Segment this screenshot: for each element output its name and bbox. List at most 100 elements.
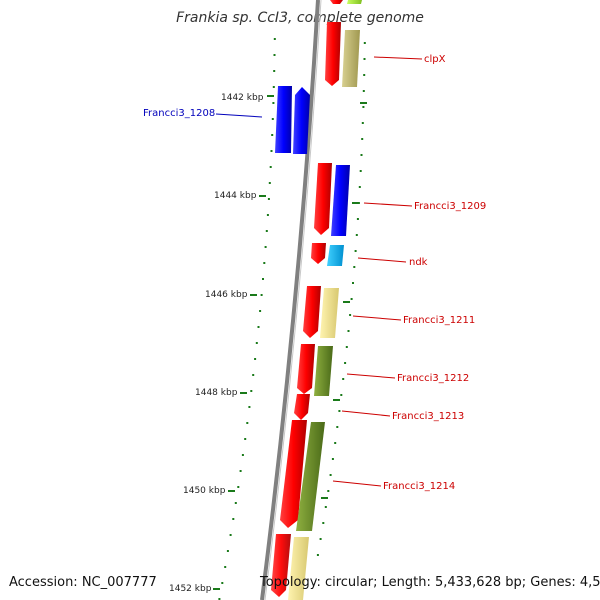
scale-dot <box>234 502 237 504</box>
scale-dot-right <box>345 346 348 348</box>
scale-label-1442: 1442 kbp <box>221 93 264 103</box>
gene-labels: clpX Francci3_1208 Francci3_1209 ndk Fra… <box>143 54 486 492</box>
scale-dot <box>270 150 273 152</box>
gene-label-francci3-1211[interactable]: Francci3_1211 <box>403 315 475 326</box>
scale-dot <box>263 262 266 264</box>
scale-dot <box>273 38 276 40</box>
scale-dot <box>241 454 244 456</box>
scale-dot-right <box>356 218 359 220</box>
scale-dot-right <box>329 474 332 476</box>
gene-clpX[interactable] <box>342 30 360 87</box>
scale-dot <box>239 470 242 472</box>
scale-label-1450: 1450 kbp <box>183 486 226 496</box>
scale-dot <box>232 518 235 520</box>
gene-label-francci3-1212[interactable]: Francci3_1212 <box>397 373 469 384</box>
scale-dot-right <box>342 378 345 380</box>
scale-dot-right <box>331 458 334 460</box>
scale-dot <box>237 486 240 488</box>
accession-text: Accession: NC_007777 <box>9 575 157 590</box>
gene-arrow-red-7[interactable] <box>271 534 291 597</box>
scale-dot <box>226 550 229 552</box>
label-leaders <box>215 56 423 487</box>
gene-arrow-red-6[interactable] <box>280 420 307 528</box>
scale-dot-right <box>363 42 366 44</box>
scale-dot-right <box>362 106 365 108</box>
gene-arrow-red-5[interactable] <box>297 344 315 394</box>
gene-francci3-1209[interactable] <box>331 165 350 236</box>
scale-dot <box>252 374 255 376</box>
scale-dot <box>218 598 221 600</box>
gene-francci3-1211[interactable] <box>320 288 339 338</box>
scale-dot <box>254 358 257 360</box>
scale-label-1448: 1448 kbp <box>195 388 238 398</box>
scale-dot-right <box>352 282 354 284</box>
gene-arrow-red-1[interactable] <box>325 22 341 86</box>
scale-dot-right <box>344 362 347 364</box>
scale-dot <box>250 390 253 392</box>
gene-francci3-1214[interactable] <box>296 422 325 531</box>
scale-labels: 1442 kbp 1444 kbp 1446 kbp 1448 kbp 1450… <box>169 93 264 594</box>
scale-dot-right <box>353 266 356 268</box>
scale-dot-right <box>336 426 339 428</box>
scale-dot-right <box>322 522 325 524</box>
scale-dot <box>267 198 270 200</box>
scale-ticks-right <box>316 42 366 556</box>
gene-arrow-pale-bottom[interactable] <box>288 537 309 600</box>
gene-arrow-red-3[interactable] <box>311 243 326 264</box>
gene-label-francci3-1208[interactable]: Francci3_1208 <box>143 108 215 119</box>
scale-dot-right <box>338 410 341 412</box>
scale-dot <box>221 582 224 584</box>
scale-dot-right <box>350 298 353 300</box>
scale-dot-right <box>327 490 330 492</box>
scale-dot <box>265 230 268 232</box>
scale-ticks <box>218 38 276 600</box>
gene-label-francci3-1214[interactable]: Francci3_1214 <box>383 481 455 492</box>
scale-dot <box>273 54 276 56</box>
gene-arrow-red-4[interactable] <box>303 286 321 338</box>
scale-dot-right <box>355 234 358 236</box>
scale-dot-right <box>340 394 343 396</box>
gene-francci3-1212[interactable] <box>314 346 333 396</box>
gene-francci3-1208-b[interactable] <box>293 87 310 154</box>
scale-dot <box>244 438 247 440</box>
scale-dot-right <box>363 74 366 76</box>
scale-dot <box>266 214 269 216</box>
scale-dot <box>229 534 232 536</box>
scale-dot <box>260 294 263 296</box>
gene-label-ndk[interactable]: ndk <box>409 257 428 268</box>
gene-francci3-1213[interactable] <box>294 394 310 420</box>
scale-label-1444: 1444 kbp <box>214 191 257 201</box>
gene-ndk[interactable] <box>327 245 344 266</box>
scale-dot-right <box>361 138 364 140</box>
gene-features <box>271 0 362 600</box>
gene-label-clpx[interactable]: clpX <box>424 54 446 65</box>
gene-arrow-top-lime[interactable] <box>347 0 362 4</box>
scale-major-ticks <box>213 95 274 590</box>
scale-dot <box>248 406 251 408</box>
gene-label-francci3-1213[interactable]: Francci3_1213 <box>392 411 464 422</box>
scale-dot-right <box>349 314 352 316</box>
gene-label-francci3-1209[interactable]: Francci3_1209 <box>414 201 486 212</box>
scale-dot <box>269 166 272 168</box>
scale-dot-right <box>354 250 357 252</box>
scale-dot-right <box>347 330 350 332</box>
scale-dot <box>271 134 274 136</box>
scale-dot <box>259 310 262 312</box>
scale-dot <box>255 342 258 344</box>
scale-dot-right <box>358 186 361 188</box>
scale-dot <box>264 246 267 248</box>
scale-dot <box>268 182 271 184</box>
scale-dot-right <box>361 122 364 124</box>
scale-label-1446: 1446 kbp <box>205 290 248 300</box>
scale-dot-right <box>334 442 337 444</box>
genome-backbone <box>260 0 320 600</box>
scale-label-1452: 1452 kbp <box>169 584 212 594</box>
scale-dot <box>271 118 274 120</box>
scale-dot <box>273 70 276 72</box>
scale-dot-right <box>363 58 366 60</box>
gene-arrow-red-2[interactable] <box>314 163 332 235</box>
scale-major-ticks-right <box>321 102 367 499</box>
gene-arrow-top-red[interactable] <box>330 0 343 4</box>
scale-dot <box>224 566 227 568</box>
gene-francci3-1208-a[interactable] <box>275 86 292 153</box>
